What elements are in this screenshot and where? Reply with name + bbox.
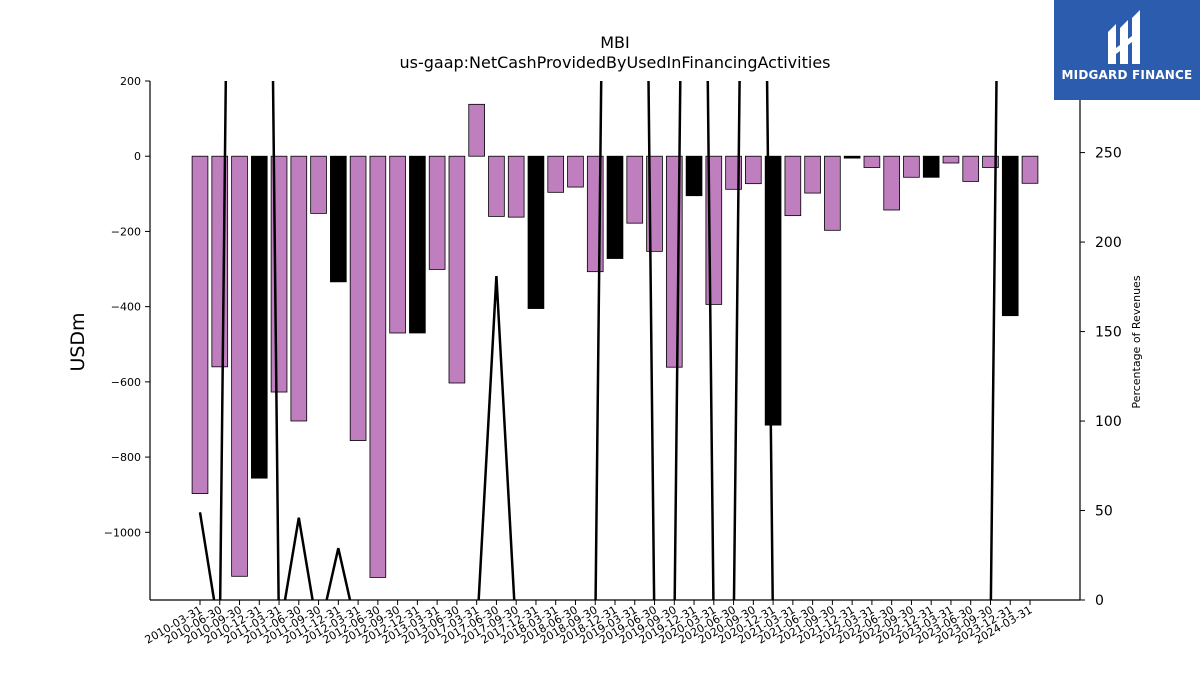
y-tick-label: −400	[111, 301, 141, 314]
y2-tick-label: 0	[1095, 593, 1104, 609]
bar-2011-09-30	[310, 155, 327, 214]
bar-2017-03-31	[468, 103, 485, 157]
bar-2021-06-30	[804, 155, 821, 194]
bar-2012-06-30	[369, 155, 387, 578]
bar-2023-03-31	[942, 155, 960, 164]
bar-2022-12-31	[922, 155, 940, 178]
bar-2012-09-30	[389, 155, 406, 334]
logo-text: MIDGARD FINANCE	[1061, 68, 1193, 82]
y2-tick-label: 200	[1095, 235, 1122, 251]
line-group	[198, 81, 998, 600]
y-tick-label: 0	[134, 150, 141, 163]
bar-2019-03-31	[626, 155, 644, 224]
bar-2011-12-31	[330, 155, 347, 283]
bar-2018-03-31	[547, 155, 565, 193]
bar-2013-03-31	[428, 155, 446, 270]
bar-2021-03-31	[784, 155, 802, 217]
revenue-percentage-line	[198, 81, 998, 600]
bar-2023-12-31	[1001, 155, 1019, 317]
bar-2017-12-31	[527, 155, 545, 309]
bars-group	[191, 103, 1039, 578]
y2-tick-label: 150	[1095, 325, 1122, 341]
chart-title: MBI	[600, 33, 630, 52]
bar-2023-09-30	[982, 155, 999, 168]
bar-2021-09-30	[824, 155, 841, 231]
axes-group: 200 0 −200 −400 −600 −800 −1000 250 200 150 100 50 0…	[104, 75, 1122, 647]
bar-2024-03-31	[1021, 155, 1039, 184]
bar-2018-12-31	[606, 155, 624, 259]
y2-tick-label: 100	[1095, 414, 1122, 430]
chart-subtitle: us-gaap:NetCashProvidedByUsedInFinancing…	[399, 53, 830, 72]
bar-2012-03-31	[349, 155, 367, 441]
midgard-logo-icon	[1108, 10, 1140, 64]
bar-2013-06-30	[448, 155, 466, 384]
bar-2020-09-30	[745, 155, 762, 185]
bar-2017-09-30	[507, 155, 525, 218]
bar-2022-09-30	[903, 155, 920, 178]
bar-2021-12-31	[843, 155, 861, 159]
bar-2012-12-31	[409, 155, 426, 334]
bar-2011-06-30	[290, 155, 308, 422]
y2-tick-label: 250	[1095, 146, 1122, 162]
y-axis-label: USDm	[67, 312, 89, 371]
bar-2019-12-31	[685, 155, 703, 197]
y-tick-label: −600	[111, 376, 141, 389]
bar-2017-06-30	[488, 155, 505, 217]
bar-2018-06-30	[567, 155, 584, 188]
y-tick-label: 200	[120, 75, 141, 88]
bar-2010-12-31	[250, 155, 268, 479]
bar-2023-06-30	[962, 155, 980, 182]
bar-2022-06-30	[883, 155, 900, 211]
y-tick-label: −200	[111, 225, 141, 238]
y-tick-label: −1000	[104, 526, 141, 539]
logo: MIDGARD FINANCE	[1054, 0, 1200, 100]
y2-tick-label: 50	[1095, 504, 1113, 520]
y2-axis-label: Percentage of Revenues	[1130, 275, 1143, 408]
bar-2022-03-31	[863, 155, 881, 168]
y-tick-label: −800	[111, 451, 141, 464]
bar-2010-03-31	[191, 155, 209, 494]
bar-2010-09-30	[231, 155, 248, 577]
